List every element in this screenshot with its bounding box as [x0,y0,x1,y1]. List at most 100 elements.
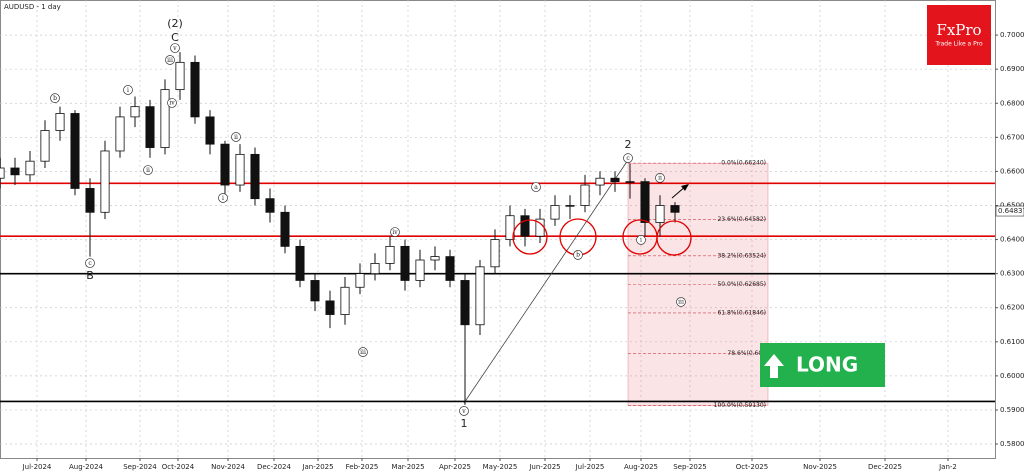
wave-label: iii [167,57,173,64]
candle-body [580,184,590,206]
wave-circle [218,193,228,203]
x-tick-label: Mar-2025 [391,463,424,471]
x-tick-label: Jan-2 [938,463,957,471]
x-tick-label: Oct-2024 [162,463,195,471]
wave-circle [85,258,95,268]
candle-body [505,215,515,240]
highlight-circle [656,220,692,256]
wave-label: b [53,95,57,102]
x-tick-label: Oct-2025 [736,463,768,471]
candle-body [445,256,455,281]
wave-label: iv [169,100,175,107]
forecast-arrow [671,184,689,199]
candle-body [40,130,50,162]
logo-box [927,5,991,65]
fib-label: 50.0%(0.62685) [717,281,766,288]
x-tick-label: Jul-2024 [22,463,52,471]
wave-circle [655,173,665,183]
chart-title: AUDUSD - 1 day [4,3,61,11]
candle-body [625,181,635,183]
wave-line [463,159,629,404]
x-tick-label: Jul-2025 [575,463,605,471]
highlight-circles [512,218,692,256]
x-tick-label: Sep-2025 [673,463,707,471]
x-tick-label: Dec-2024 [257,463,291,471]
wave-label: B [86,269,94,282]
wave-label: i [640,237,642,244]
candle-body [70,113,80,189]
wave-circle [358,347,368,357]
wave-circle [170,43,180,53]
candle-body [295,245,305,281]
wave-label: C [171,31,179,44]
long-label: LONG [796,353,858,377]
wave-label: i [222,195,224,202]
candle-body [85,188,95,213]
candle-body [550,205,560,220]
candle-body [655,205,665,223]
candle-body [490,239,500,268]
x-tick-label: Nov-2024 [211,463,245,471]
candle-body [130,106,140,118]
candle-body [265,198,275,213]
wave-label: ii [658,175,662,182]
wave-label: ii [146,167,150,174]
fib-label: 23.6%(0.64582) [717,216,766,223]
candle-body [250,153,260,200]
wave-label: a [534,184,538,191]
x-tick-label: Sep-2024 [123,463,157,471]
candle-body [0,167,5,179]
x-tick-label: Aug-2024 [69,463,104,471]
wave-circle [459,406,469,416]
wave-circle [167,98,177,108]
wave-circle [50,93,60,103]
wave-circle [676,297,686,307]
candles [0,52,680,405]
candle-body [670,205,680,213]
candle-body [415,259,425,281]
x-tick-label: Nov-2025 [803,463,837,471]
wave-circle [531,182,541,192]
logo-tagline: Trade Like a Pro [934,41,983,48]
wave-label: iii [360,349,366,356]
wave-label: 2 [625,138,632,151]
candle-body [370,263,380,275]
candle-body [565,205,575,207]
candle-body [145,106,155,148]
wave-label: iii [678,299,684,306]
candle-body [205,116,215,145]
candle-body [220,143,230,186]
levels [0,182,995,403]
candle-body [595,177,605,186]
wave-label: v [172,45,177,52]
long-badge: LONG [760,343,885,387]
candle-body [25,160,35,176]
y-tick-label: 0.70000 [1000,31,1024,39]
fib-label: 61.8%(0.61846) [717,309,766,316]
candle-body [475,266,485,326]
wave-label: (2) [167,17,183,30]
wave-label: iv [392,229,398,236]
wave-label: c [626,155,630,162]
x-tick-label: Dec-2025 [868,463,902,471]
brand-logo: FxPro Trade Like a Pro [927,5,991,65]
fib-label: 0.0%(0.66240) [721,160,766,167]
x-tick-label: Jun-2025 [528,463,560,471]
candle-body [310,280,320,302]
candle-body [10,167,20,176]
highlight-circle [512,219,548,255]
candle-body [430,256,440,261]
wave-circle [390,227,400,237]
